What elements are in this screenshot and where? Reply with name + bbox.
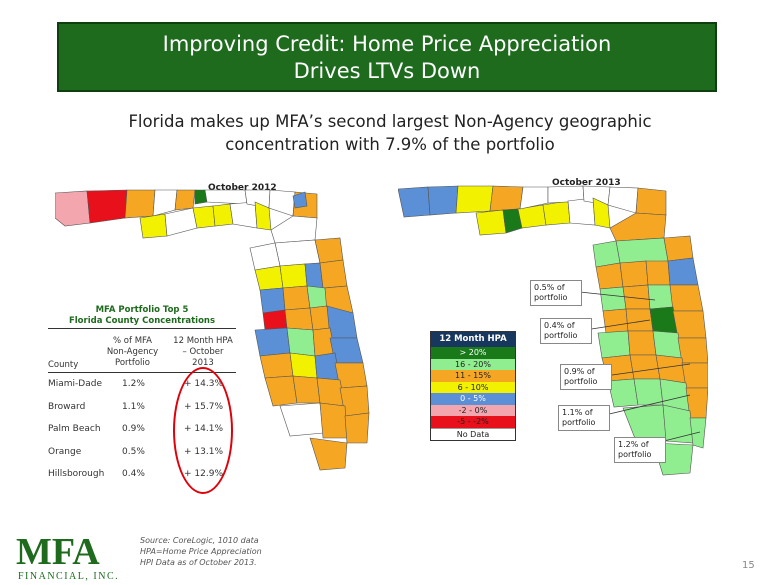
legend-item: 0 - 5% [431, 393, 515, 405]
portfolio-pct: 0.4% [122, 469, 145, 479]
portfolio-pct: 0.5% [122, 446, 145, 457]
mfa-logo: MFA FINANCIAL, INC. [16, 531, 119, 582]
county-name: Hillsborough [48, 469, 105, 479]
callout-hillsborough: 0.4% of portfolio [540, 318, 592, 344]
portfolio-pct: 1.2% [122, 379, 145, 389]
callout-miami-dade: 1.2% of portfolio [614, 437, 666, 463]
hpa-highlight-ellipse [173, 367, 233, 494]
county-name: Orange [48, 446, 82, 457]
map-title-2012: October 2012 [208, 183, 277, 193]
hpa-legend: 12 Month HPA > 20% 16 - 20% 11 - 15% 6 - 10… [430, 331, 516, 441]
slide-subtitle: Florida makes up MFA’s second largest No… [80, 110, 700, 156]
legend-item: 11 - 15% [431, 370, 515, 382]
portfolio-pct: 1.1% [122, 401, 145, 412]
svg-text:MFA: MFA [16, 531, 100, 573]
legend-item: > 20% [431, 347, 515, 359]
callout-broward: 1.1% of portfolio [558, 405, 610, 431]
legend-header: 12 Month HPA [431, 332, 515, 347]
header-pct: % of MFA Non-Agency Portfolio [106, 336, 159, 368]
florida-map-2012 [55, 189, 370, 471]
header-county: County [48, 360, 79, 370]
table-header-rule [48, 372, 236, 373]
table-title: MFA Portfolio Top 5 Florida County Conce… [68, 305, 216, 326]
map-title-2013: October 2013 [552, 178, 621, 188]
slide-title-line1: Improving Credit: Home Price Appreciatio… [162, 32, 612, 56]
legend-item: 16 - 20% [431, 358, 515, 370]
portfolio-pct: 0.9% [122, 424, 145, 434]
subtitle-line1: Florida makes up MFA’s second largest No… [128, 112, 652, 131]
legend-item: -5 - -2% [431, 416, 515, 428]
svg-text:FINANCIAL, INC.: FINANCIAL, INC. [18, 571, 119, 582]
slide-title-banner: Improving Credit: Home Price Appreciatio… [57, 22, 717, 92]
table-top-rule [48, 328, 236, 329]
legend-item: -2 - 0% [431, 404, 515, 416]
county-name: Palm Beach [48, 424, 101, 434]
subtitle-line2: concentration with 7.9% of the portfolio [225, 135, 555, 154]
header-hpa: 12 Month HPA – October 2013 [173, 336, 233, 368]
callout-orange: 0.5% of portfolio [530, 280, 582, 306]
legend-item: No Data [431, 427, 515, 440]
florida-map-2013 [398, 185, 708, 476]
county-name: Broward [48, 401, 86, 412]
footer-source: Source: CoreLogic, 1010 data HPA=Home Pr… [140, 536, 262, 567]
county-name: Miami-Dade [48, 379, 102, 389]
legend-item: 6 - 10% [431, 381, 515, 393]
callout-palm-beach: 0.9% of portfolio [560, 364, 612, 390]
slide-title-line2: Drives LTVs Down [293, 59, 481, 83]
page-number: 15 [742, 560, 755, 571]
